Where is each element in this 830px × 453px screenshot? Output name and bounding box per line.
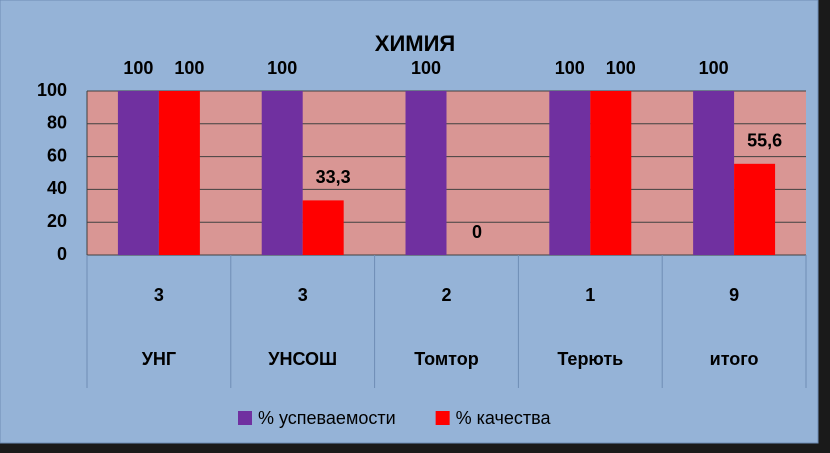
data-label: 100 <box>411 58 441 78</box>
legend-label: % качества <box>456 408 552 428</box>
bar <box>693 91 735 255</box>
bar <box>117 91 159 255</box>
data-label: 0 <box>472 222 482 242</box>
y-tick-label: 0 <box>57 244 67 264</box>
bar <box>590 91 632 255</box>
legend-label: % успеваемости <box>258 408 396 428</box>
y-tick-label: 100 <box>37 80 67 100</box>
data-label: 33,3 <box>316 167 351 187</box>
category-count: 2 <box>441 285 451 305</box>
bar <box>405 91 447 255</box>
data-label: 55,6 <box>747 131 782 151</box>
legend-swatch <box>238 411 252 425</box>
y-tick-label: 80 <box>47 113 67 133</box>
category-count: 3 <box>154 285 164 305</box>
data-label: 100 <box>174 58 204 78</box>
x-tick-label: итого <box>710 349 759 369</box>
category-count: 1 <box>585 285 595 305</box>
bar <box>734 163 776 255</box>
bar <box>158 91 200 255</box>
bar <box>549 91 591 255</box>
category-count: 3 <box>298 285 308 305</box>
x-tick-label: УНСОШ <box>268 349 337 369</box>
x-tick-label: Терють <box>557 349 623 369</box>
chart-title: ХИМИЯ <box>375 31 455 56</box>
x-tick-label: УНГ <box>142 349 176 369</box>
data-label: 100 <box>699 58 729 78</box>
y-tick-label: 60 <box>47 145 67 165</box>
category-count: 9 <box>729 285 739 305</box>
y-tick-label: 20 <box>47 211 67 231</box>
y-tick-label: 40 <box>47 178 67 198</box>
bar <box>261 91 303 255</box>
data-label: 100 <box>267 58 297 78</box>
data-label: 100 <box>606 58 636 78</box>
data-label: 100 <box>123 58 153 78</box>
x-tick-label: Томтор <box>414 349 479 369</box>
bar <box>302 200 344 255</box>
legend-swatch <box>435 411 450 425</box>
data-label: 100 <box>555 58 585 78</box>
